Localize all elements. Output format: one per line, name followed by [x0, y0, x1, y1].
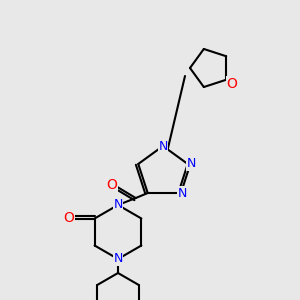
- Text: O: O: [106, 178, 117, 192]
- Text: N: N: [113, 199, 123, 212]
- Text: N: N: [158, 140, 168, 152]
- Text: O: O: [227, 77, 238, 91]
- Text: N: N: [113, 253, 123, 266]
- Text: O: O: [63, 212, 74, 226]
- Text: N: N: [187, 158, 196, 170]
- Text: N: N: [178, 187, 187, 200]
